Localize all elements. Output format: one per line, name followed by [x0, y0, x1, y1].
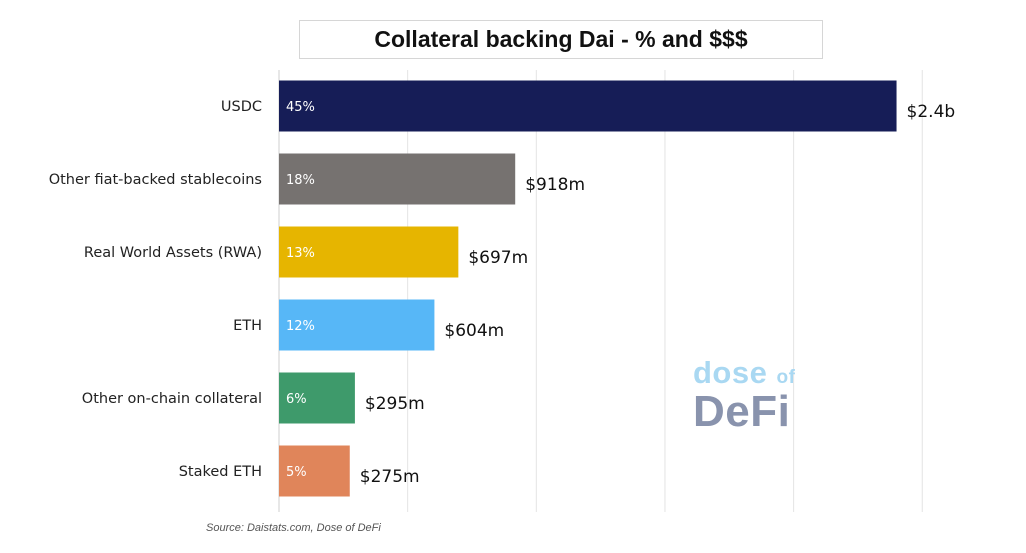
- category-label-4: Other on-chain collateral: [82, 391, 262, 407]
- value-label-4: $295m: [365, 394, 425, 414]
- value-label-3: $604m: [444, 321, 504, 341]
- chart-title: Collateral backing Dai - % and $$$: [299, 20, 823, 59]
- dose-of-defi-logo: dose of DeFi: [693, 357, 795, 434]
- category-label-5: Staked ETH: [179, 464, 262, 480]
- category-label-1: Other fiat-backed stablecoins: [49, 172, 262, 188]
- percent-label-4: 6%: [286, 392, 307, 407]
- value-label-1: $918m: [525, 175, 585, 195]
- percent-label-5: 5%: [286, 465, 307, 480]
- percent-label-1: 18%: [286, 173, 315, 188]
- value-label-2: $697m: [468, 248, 528, 268]
- logo-dose-text: dose: [693, 355, 768, 390]
- bar-3: [279, 299, 435, 351]
- logo-defi-text: DeFi: [693, 387, 791, 436]
- percent-label-3: 12%: [286, 319, 315, 334]
- category-label-0: USDC: [221, 99, 262, 115]
- bar-4: [279, 372, 355, 424]
- category-label-3: ETH: [233, 318, 262, 334]
- percent-label-2: 13%: [286, 246, 315, 261]
- source-note: Source: Daistats.com, Dose of DeFi: [206, 522, 381, 534]
- value-label-0: $2.4b: [907, 102, 956, 122]
- bar-1: [279, 153, 516, 205]
- bar-5: [279, 445, 350, 497]
- category-label-2: Real World Assets (RWA): [84, 245, 262, 261]
- logo-of-text: of: [776, 367, 796, 388]
- percent-label-0: 45%: [286, 100, 315, 115]
- bar-0: [279, 80, 897, 132]
- value-label-5: $275m: [360, 467, 420, 487]
- bar-2: [279, 226, 459, 278]
